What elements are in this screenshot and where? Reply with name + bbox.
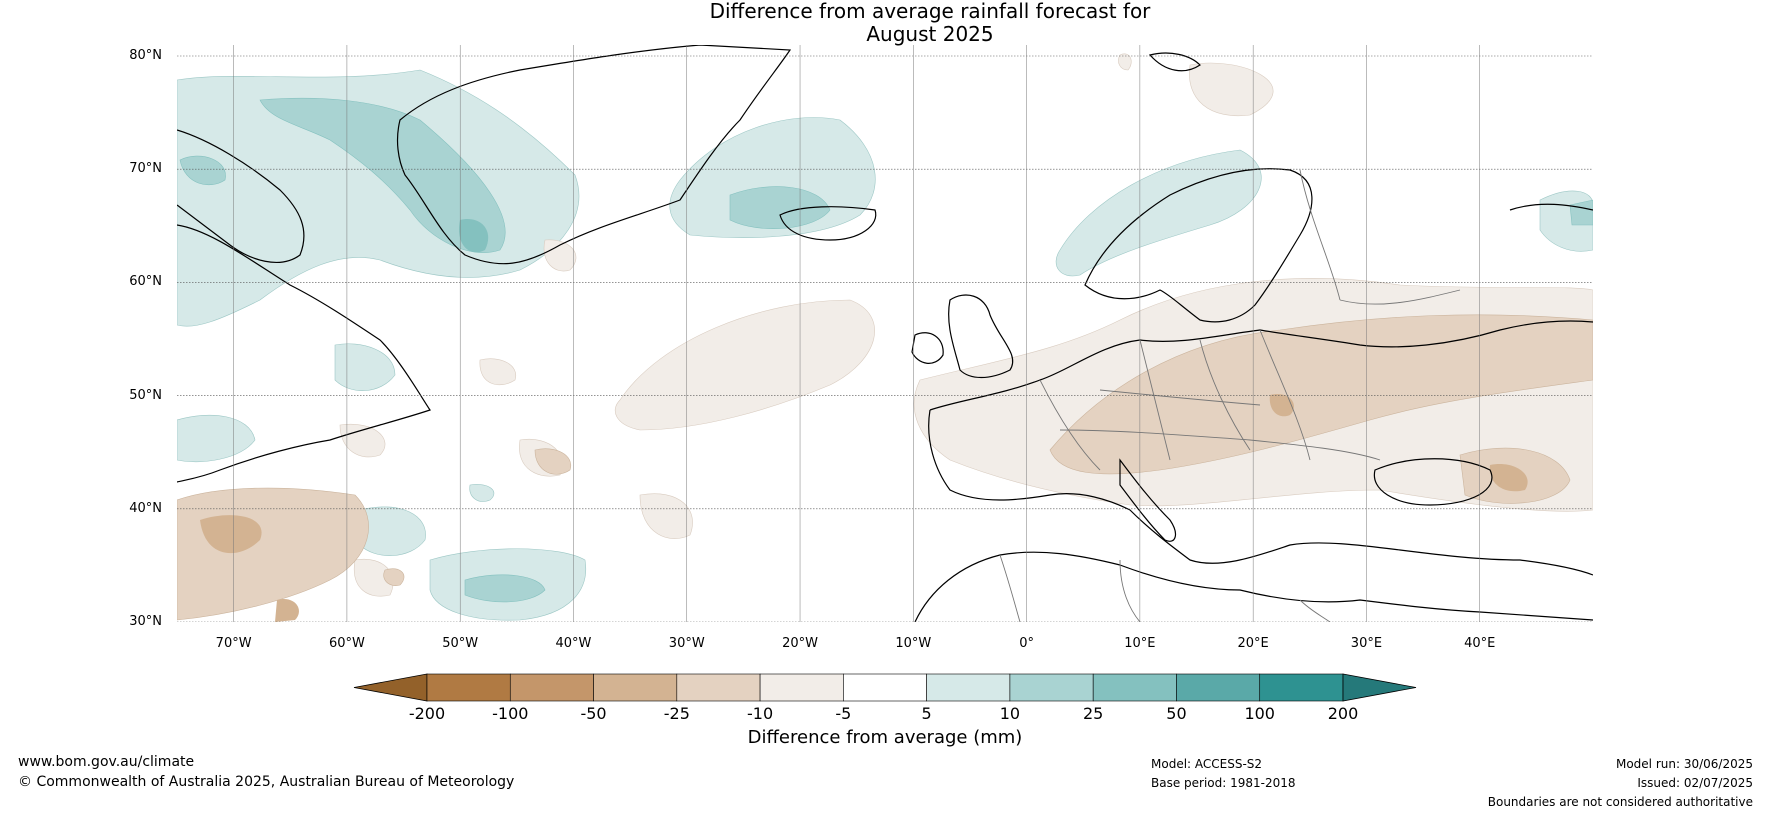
- colorbar-swatch: [1009, 673, 1094, 702]
- colorbar-swatch: [843, 673, 927, 702]
- longitude-label: 40°W: [555, 636, 592, 651]
- longitude-label: 0°: [1019, 636, 1034, 651]
- colorbar-swatch: [759, 673, 844, 702]
- chart-title: Difference from average rainfall forecas…: [0, 0, 1770, 46]
- wetter-anomaly-strong: [179, 97, 1593, 603]
- longitude-label: 10°W: [895, 636, 932, 651]
- colorbar-swatch: [426, 673, 511, 702]
- colorbar-extension-high: [1342, 673, 1417, 702]
- colorbar-tick-label: -25: [663, 704, 690, 723]
- colorbar-extension-low: [353, 673, 428, 702]
- longitude-label: 50°W: [442, 636, 479, 651]
- colorbar-tick-label: 10: [999, 704, 1021, 723]
- colorbar-swatch: [1259, 673, 1344, 702]
- colorbar-swatch: [1176, 673, 1261, 702]
- colorbar-swatch: [926, 673, 1011, 702]
- colorbar-tick-label: -5: [835, 704, 852, 723]
- longitude-label: 10°E: [1124, 636, 1156, 651]
- footer-website: www.bom.gov.au/climate: [18, 754, 195, 770]
- colorbar-swatch: [1092, 673, 1177, 702]
- footer-issued: Issued: 02/07/2025: [1637, 776, 1753, 790]
- graticule: [177, 45, 1593, 622]
- country-borders: [999, 169, 1461, 622]
- title-line-2: August 2025: [866, 22, 994, 46]
- colorbar-tick-label: -10: [747, 704, 774, 723]
- title-line-1: Difference from average rainfall forecas…: [709, 0, 1151, 23]
- longitude-label: 20°E: [1237, 636, 1269, 651]
- footer-base-period: Base period: 1981-2018: [1151, 776, 1296, 790]
- longitude-label: 20°W: [782, 636, 818, 651]
- map-area: [177, 45, 1593, 622]
- colorbar-swatch: [509, 673, 594, 702]
- colorbar-tick-label: 5: [921, 704, 932, 723]
- footer-model: Model: ACCESS-S2: [1151, 757, 1263, 771]
- colorbar-label: Difference from average (mm): [747, 727, 1023, 748]
- colorbar-swatch: [676, 673, 761, 702]
- drier-anomaly-strong: [200, 394, 1528, 622]
- footer-model-run: Model run: 30/06/2025: [1615, 757, 1753, 771]
- wetter-anomaly-stronger: [459, 219, 489, 253]
- colorbar-tick-label: -200: [408, 704, 446, 723]
- latitude-label: 70°N: [129, 161, 162, 177]
- colorbar-tick-label: 200: [1327, 704, 1359, 723]
- latitude-label: 30°N: [129, 614, 162, 629]
- longitude-label: 30°E: [1350, 636, 1383, 651]
- colorbar-tick-label: 25: [1082, 704, 1104, 723]
- longitude-label: 40°E: [1464, 636, 1496, 651]
- footer-disclaimer: Boundaries are not considered authoritat…: [1487, 795, 1753, 809]
- colorbar: [353, 673, 1417, 702]
- colorbar-tick-label: 50: [1166, 704, 1187, 723]
- latitude-label: 60°N: [129, 274, 162, 290]
- longitude-label: 30°W: [668, 636, 705, 651]
- colorbar-swatch: [593, 673, 678, 702]
- latitude-label: 40°N: [129, 500, 162, 516]
- latitude-label: 50°N: [129, 387, 162, 403]
- colorbar-tick-label: -50: [580, 704, 607, 723]
- longitude-label: 60°W: [328, 636, 365, 651]
- colorbar-tick-label: -100: [492, 704, 529, 723]
- colorbar-tick-label: 100: [1244, 704, 1275, 723]
- latitude-label: 80°N: [129, 48, 162, 63]
- longitude-label: 70°W: [215, 636, 252, 651]
- footer-copyright: © Commonwealth of Australia 2025, Austra…: [18, 774, 515, 790]
